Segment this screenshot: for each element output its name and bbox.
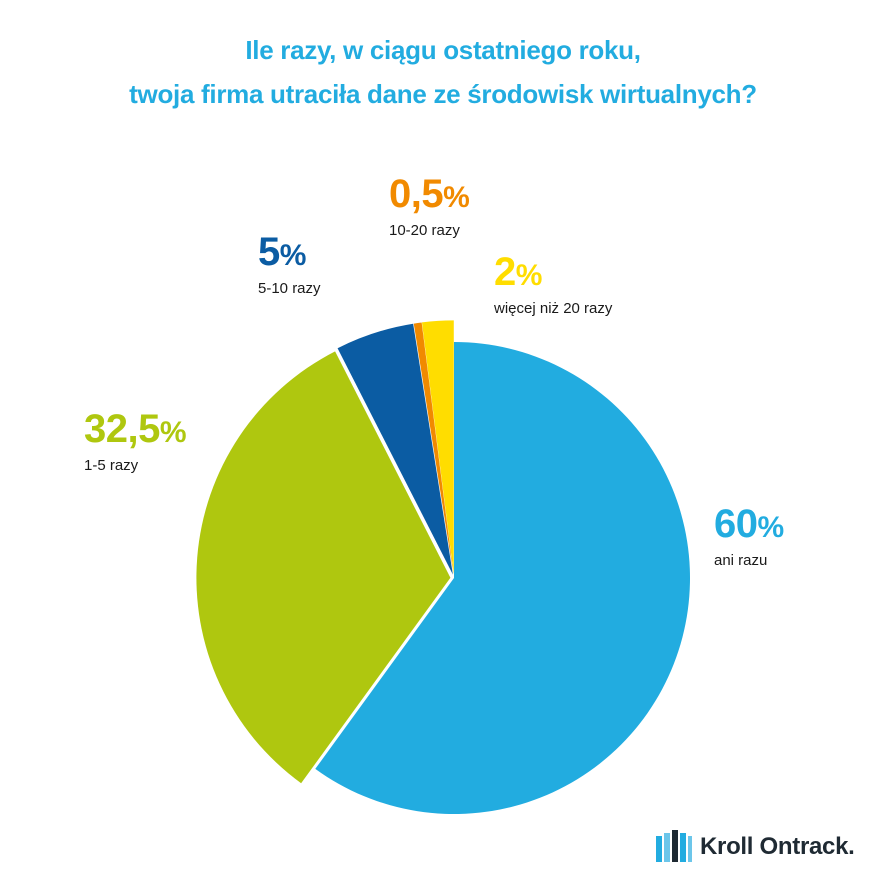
percent-sign: % [443,181,470,214]
slice-value-number: 0,5 [389,172,444,216]
percent-sign: % [757,511,785,544]
slice-value: 0,5% [389,172,470,220]
slice-value: 2% [494,250,612,298]
pie-slice-5 [421,320,454,575]
slice-label-2: 32,5% 1-5 razy [84,407,187,474]
slice-value: 32,5% [84,407,187,455]
slice-label-4: 0,5% 10-20 razy [389,172,470,239]
percent-sign: % [279,239,307,272]
chart-title-line-2: twoja firma utraciła dane ze środowisk w… [129,79,757,109]
slice-value-number: 60 [714,502,758,546]
pie-slice-4 [413,322,454,575]
percent-sign: % [515,259,543,292]
chart-title: Ile razy, w ciągu ostatniego roku, twoja… [0,28,886,116]
pie-slice-2 [196,351,451,784]
logo-text: Kroll Ontrack. [700,833,855,860]
slice-value-number: 32,5 [84,407,160,451]
pie-slice-1 [315,342,690,814]
slice-value-number: 2 [494,250,516,294]
book-logo-icon [656,830,692,862]
slice-value: 5% [258,230,321,278]
slice-category-label: 5-10 razy [258,280,321,297]
slice-label-1: 60% ani razu [714,502,784,569]
percent-sign: % [159,416,187,449]
pie-slice-3 [337,323,453,575]
slice-value: 60% [714,502,784,550]
slice-label-3: 5% 5-10 razy [258,230,321,297]
slice-value-number: 5 [258,230,280,274]
slice-category-label: 10-20 razy [389,222,460,239]
chart-title-line-1: Ile razy, w ciągu ostatniego roku, [245,35,641,65]
slice-category-label: 1-5 razy [84,457,139,474]
slice-category-label: ani razu [714,552,768,569]
slice-category-label: więcej niż 20 razy [494,300,613,317]
kroll-ontrack-logo: Kroll Ontrack. [656,830,855,864]
slice-label-5: 2% więcej niż 20 razy [494,250,612,317]
